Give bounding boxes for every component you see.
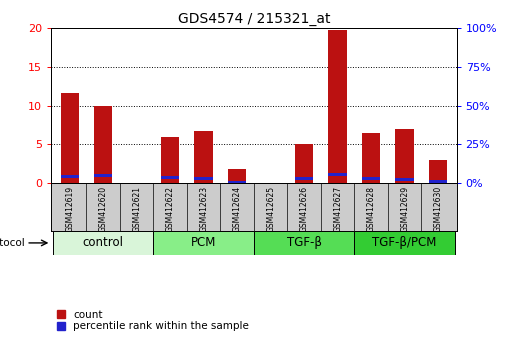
Text: GSM412627: GSM412627: [333, 185, 342, 232]
Bar: [94, 106, 112, 183]
Title: GDS4574 / 215321_at: GDS4574 / 215321_at: [177, 12, 330, 26]
Text: control: control: [83, 236, 124, 250]
Text: GSM412623: GSM412623: [199, 185, 208, 232]
Text: protocol: protocol: [0, 238, 25, 248]
Bar: [254, 231, 354, 255]
Bar: [228, 181, 246, 184]
Text: GSM412624: GSM412624: [233, 185, 242, 232]
Bar: [295, 144, 313, 183]
Bar: [161, 176, 180, 179]
Text: TGF-β: TGF-β: [287, 236, 322, 250]
Bar: [429, 180, 447, 183]
Text: PCM: PCM: [191, 236, 216, 250]
Bar: [228, 169, 246, 183]
Bar: [94, 174, 112, 177]
Bar: [396, 129, 414, 183]
Text: TGF-β/PCM: TGF-β/PCM: [372, 236, 437, 250]
Text: GSM412628: GSM412628: [367, 185, 376, 232]
Text: GSM412629: GSM412629: [400, 185, 409, 232]
Bar: [153, 231, 254, 255]
Text: GSM412621: GSM412621: [132, 185, 141, 232]
Bar: [194, 131, 213, 183]
Bar: [354, 231, 455, 255]
Bar: [396, 178, 414, 181]
Text: GSM412625: GSM412625: [266, 185, 275, 232]
Bar: [295, 177, 313, 180]
Text: GSM412622: GSM412622: [166, 185, 175, 232]
Text: GSM412620: GSM412620: [98, 185, 108, 232]
Text: GSM412626: GSM412626: [300, 185, 309, 232]
Bar: [61, 175, 79, 178]
Bar: [161, 137, 180, 183]
Bar: [362, 133, 380, 183]
Text: GSM412630: GSM412630: [433, 185, 443, 232]
Bar: [429, 160, 447, 183]
Bar: [328, 173, 347, 176]
Bar: [328, 30, 347, 183]
Bar: [194, 177, 213, 180]
Bar: [61, 92, 79, 183]
Text: GSM412619: GSM412619: [65, 185, 74, 232]
Bar: [362, 177, 380, 180]
Legend: count, percentile rank within the sample: count, percentile rank within the sample: [56, 310, 249, 331]
Bar: [53, 231, 153, 255]
